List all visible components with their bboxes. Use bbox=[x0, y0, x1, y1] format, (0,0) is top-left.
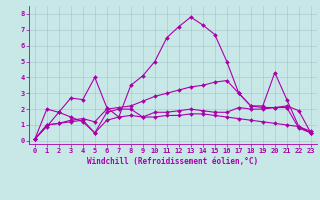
X-axis label: Windchill (Refroidissement éolien,°C): Windchill (Refroidissement éolien,°C) bbox=[87, 157, 258, 166]
